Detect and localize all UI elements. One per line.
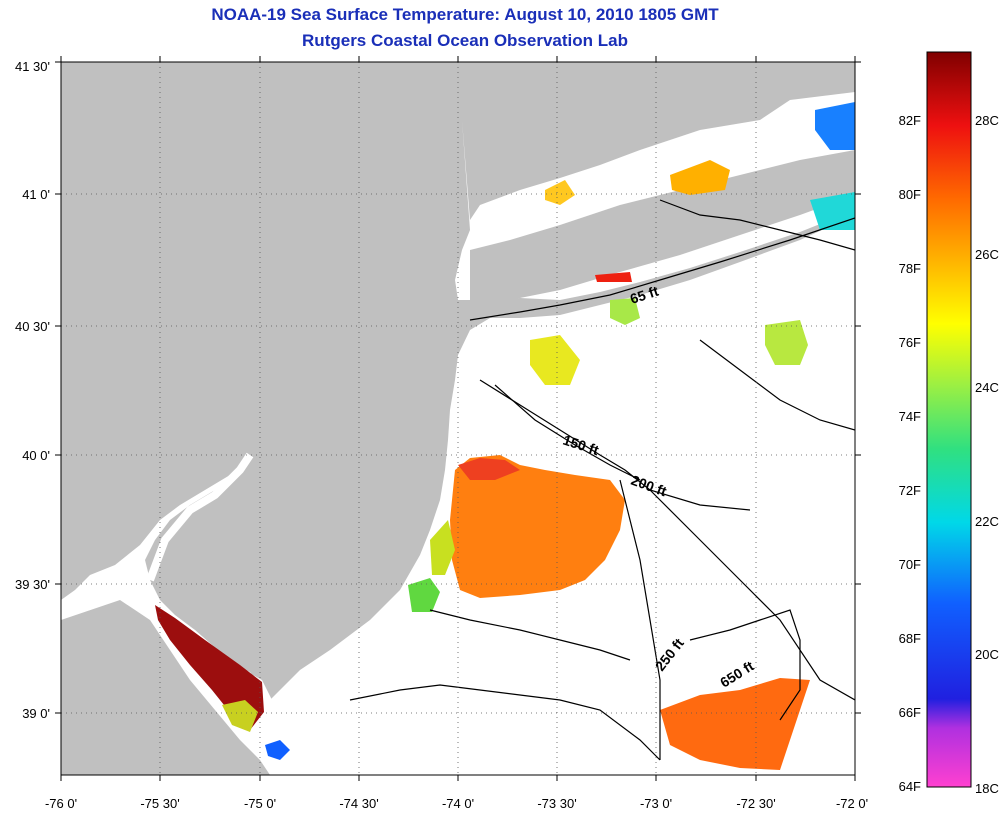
x-tick-label: -73 30' (537, 796, 576, 811)
frame-ticks (55, 56, 861, 781)
sst-green-nyb (610, 298, 640, 325)
colorbar-c-label: 28C (975, 113, 999, 128)
land-long-island (470, 150, 855, 305)
sst-cape-may-cold (265, 740, 290, 760)
y-tick-label: 39 0' (22, 706, 50, 721)
colorbar-f-label: 78F (899, 261, 921, 276)
sst-mid-yellow (530, 335, 580, 385)
colorbar-f-label: 64F (899, 779, 921, 794)
colorbar-c-label: 18C (975, 781, 999, 796)
y-tick-label: 39 30' (15, 577, 50, 592)
map-subtitle: Rutgers Coastal Ocean Observation Lab (302, 31, 628, 50)
colorbar-f-label: 66F (899, 705, 921, 720)
colorbar-f-label: 74F (899, 409, 921, 424)
sst-south-warm (660, 678, 810, 770)
x-tick-label: -74 0' (442, 796, 474, 811)
colorbar (926, 51, 972, 788)
sst-delaware-bay (155, 605, 264, 730)
land-mainland (61, 62, 855, 700)
colorbar-c-label: 24C (975, 380, 999, 395)
x-tick-label: -76 0' (45, 796, 77, 811)
sst-coastal-yellow (430, 520, 455, 575)
x-tick-label: -75 30' (140, 796, 179, 811)
colorbar-c-label: 22C (975, 514, 999, 529)
colorbar-f-label: 82F (899, 113, 921, 128)
colorbar-f-label: 68F (899, 631, 921, 646)
colorbar-f-label: 72F (899, 483, 921, 498)
bathymetry-contours (349, 199, 855, 761)
x-tick-label: -72 30' (736, 796, 775, 811)
sst-offshore-warm (450, 455, 625, 598)
delaware-river (146, 452, 254, 582)
y-tick-label: 41 0' (22, 187, 50, 202)
map-title: NOAA-19 Sea Surface Temperature: August … (211, 5, 719, 24)
sst-north-red (595, 272, 632, 282)
colorbar-f-label: 70F (899, 557, 921, 572)
x-tick-label: -74 30' (339, 796, 378, 811)
sst-bay-mouth (222, 700, 258, 732)
sst-coastal-cool (408, 578, 440, 612)
colorbar-c-label: 26C (975, 247, 999, 262)
colorbar-c-label: 20C (975, 647, 999, 662)
y-tick-label: 40 0' (22, 448, 50, 463)
colorbar-f-label: 80F (899, 187, 921, 202)
colorbar-f-label: 76F (899, 335, 921, 350)
sst-offshore-warm-top (458, 458, 520, 480)
x-tick-label: -72 0' (836, 796, 868, 811)
sst-li-sound (670, 160, 730, 195)
y-tick-label: 40 30' (15, 319, 50, 334)
sst-ne-cold (815, 102, 855, 150)
sst-ne-cyan (810, 192, 855, 230)
sst-li-sound-west (545, 180, 575, 205)
x-tick-label: -75 0' (244, 796, 276, 811)
sst-mid-green (765, 320, 808, 365)
y-tick-label: 41 30' (15, 59, 50, 74)
land-delmarva (61, 600, 270, 775)
x-tick-label: -73 0' (640, 796, 672, 811)
